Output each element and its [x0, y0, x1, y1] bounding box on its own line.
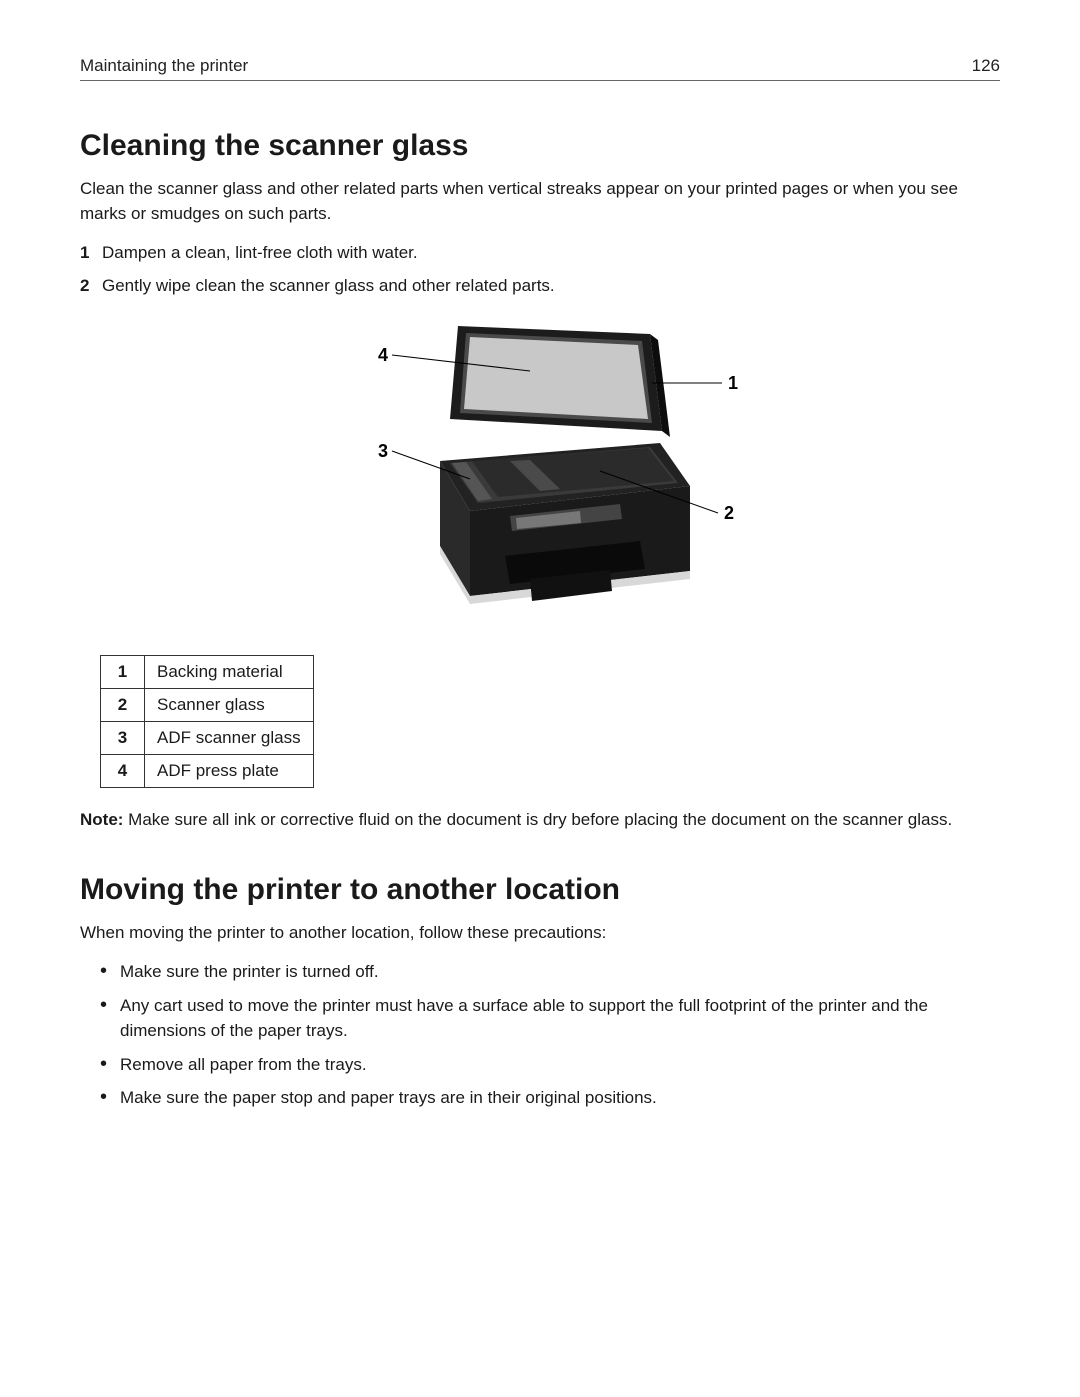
page-number: 126 — [972, 56, 1000, 76]
legend-label: Scanner glass — [145, 688, 314, 721]
section2-bullets: Make sure the printer is turned off. Any… — [80, 959, 1000, 1111]
list-item: Any cart used to move the printer must h… — [120, 993, 1000, 1044]
section1-note: Note: Make sure all ink or corrective fl… — [80, 808, 1000, 833]
page-header: Maintaining the printer 126 — [80, 56, 1000, 81]
table-row: 2 Scanner glass — [101, 688, 314, 721]
callout-3: 3 — [378, 441, 388, 461]
legend-idx: 1 — [101, 655, 145, 688]
list-item: Make sure the printer is turned off. — [120, 959, 1000, 985]
legend-idx: 2 — [101, 688, 145, 721]
legend-table: 1 Backing material 2 Scanner glass 3 ADF… — [100, 655, 314, 788]
printer-lid — [450, 326, 670, 437]
note-label: Note: — [80, 810, 123, 829]
legend-idx: 3 — [101, 721, 145, 754]
table-row: 4 ADF press plate — [101, 754, 314, 787]
legend-idx: 4 — [101, 754, 145, 787]
legend-label: Backing material — [145, 655, 314, 688]
page-container: Maintaining the printer 126 Cleaning the… — [0, 0, 1080, 1179]
table-row: 1 Backing material — [101, 655, 314, 688]
section2-heading: Moving the printer to another location — [80, 873, 1000, 907]
printer-svg: 4 1 3 2 — [330, 311, 750, 631]
legend-label: ADF press plate — [145, 754, 314, 787]
list-item: Remove all paper from the trays. — [120, 1052, 1000, 1078]
step-1: 1Dampen a clean, lint-free cloth with wa… — [102, 240, 1000, 266]
section1-heading: Cleaning the scanner glass — [80, 129, 1000, 163]
header-title: Maintaining the printer — [80, 56, 248, 76]
printer-diagram: 4 1 3 2 — [80, 311, 1000, 631]
section2-intro: When moving the printer to another locat… — [80, 921, 1000, 946]
section1-intro: Clean the scanner glass and other relate… — [80, 177, 1000, 226]
callout-4: 4 — [378, 345, 388, 365]
legend-label: ADF scanner glass — [145, 721, 314, 754]
section1-steps: 1Dampen a clean, lint-free cloth with wa… — [80, 240, 1000, 299]
callout-2: 2 — [724, 503, 734, 523]
note-text: Make sure all ink or corrective fluid on… — [123, 810, 952, 829]
callout-1: 1 — [728, 373, 738, 393]
step-2: 2Gently wipe clean the scanner glass and… — [102, 273, 1000, 299]
table-row: 3 ADF scanner glass — [101, 721, 314, 754]
list-item: Make sure the paper stop and paper trays… — [120, 1085, 1000, 1111]
